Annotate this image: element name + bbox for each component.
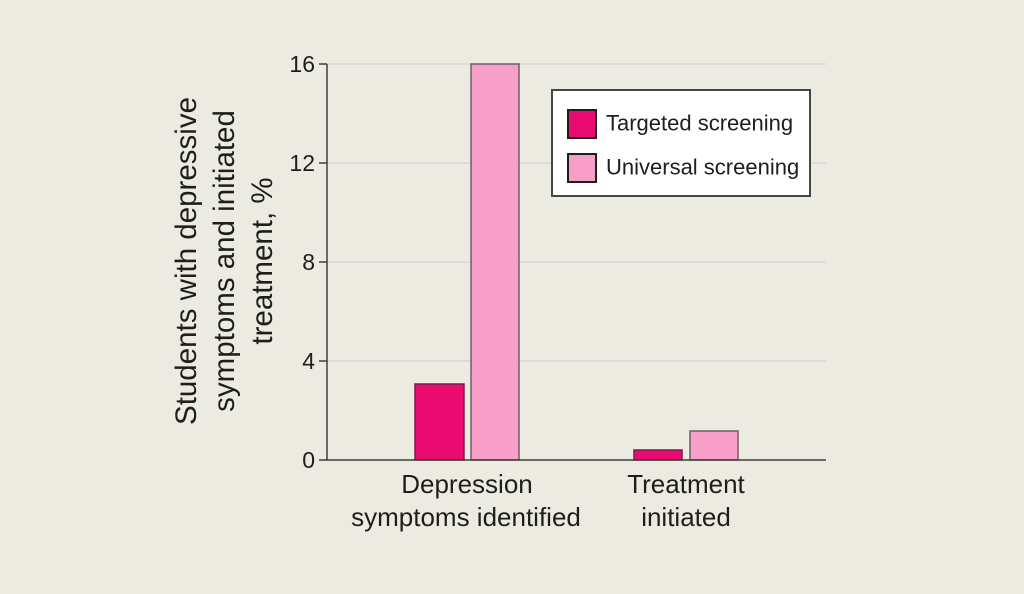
svg-text:8: 8 [302, 249, 315, 275]
svg-text:Depression: Depression [401, 469, 533, 499]
svg-text:symptoms identified: symptoms identified [351, 502, 581, 532]
svg-text:Students with depressive: Students with depressive [170, 97, 203, 425]
svg-text:symptoms and initiated: symptoms and initiated [208, 110, 241, 412]
svg-text:4: 4 [302, 348, 315, 374]
svg-text:16: 16 [289, 51, 315, 77]
svg-text:Targeted screening: Targeted screening [606, 111, 793, 136]
svg-text:Universal screening: Universal screening [606, 155, 799, 180]
svg-text:0: 0 [302, 447, 315, 473]
svg-text:Treatment: Treatment [627, 469, 745, 499]
svg-text:12: 12 [289, 150, 315, 176]
svg-text:initiated: initiated [641, 502, 731, 532]
svg-text:treatment, %: treatment, % [246, 177, 279, 344]
